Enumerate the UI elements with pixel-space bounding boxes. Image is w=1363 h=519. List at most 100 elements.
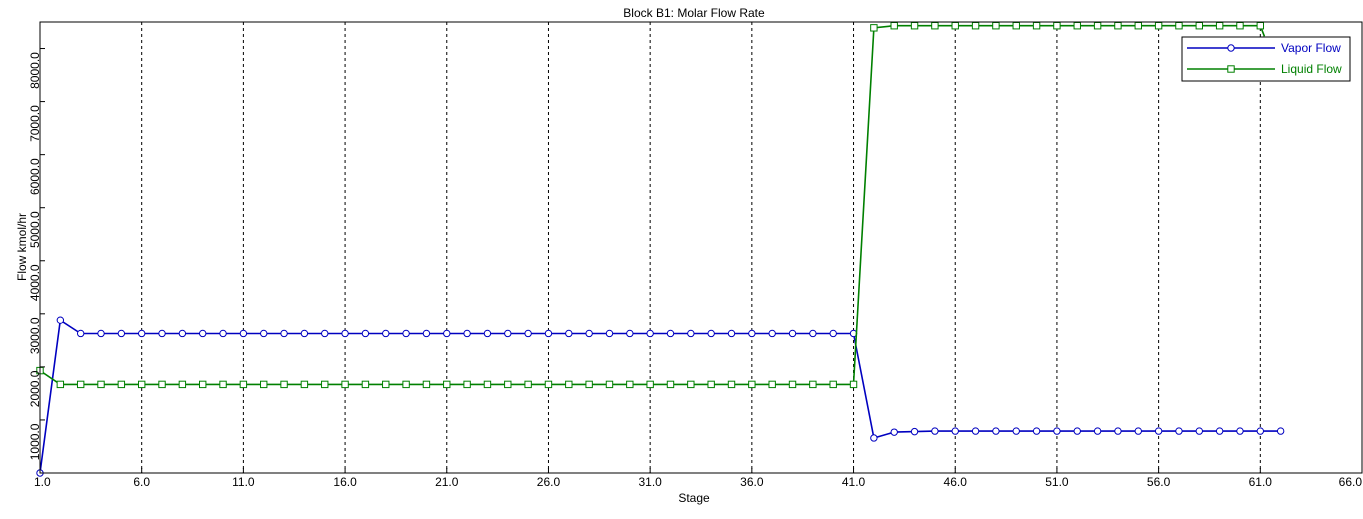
- liquid-flow-point: [158, 380, 166, 389]
- x-tick-label: 41.0: [842, 475, 866, 489]
- x-tick-label: 6.0: [133, 475, 150, 489]
- liquid-flow-point: [422, 380, 431, 389]
- vapor-flow-point: [890, 428, 898, 436]
- liquid-flow-point: [341, 380, 349, 389]
- vapor-flow-point: [544, 329, 553, 338]
- legend-swatch-marker: [1227, 44, 1235, 52]
- vapor-flow-point: [707, 329, 715, 338]
- liquid-flow-point: [565, 380, 573, 389]
- liquid-flow-point: [321, 380, 329, 389]
- vapor-flow-point: [1114, 427, 1122, 435]
- liquid-flow-point: [1236, 22, 1244, 30]
- vapor-flow-line: [39, 318, 1281, 474]
- liquid-flow-point: [382, 380, 390, 389]
- vapor-flow-point: [1093, 427, 1102, 435]
- liquid-flow-point: [605, 380, 614, 389]
- vapor-flow-point: [1256, 427, 1265, 435]
- x-tick-label: 31.0: [638, 475, 662, 489]
- liquid-flow-point: [971, 22, 980, 30]
- vapor-flow-point: [992, 427, 1000, 435]
- vapor-flow-point: [565, 329, 573, 338]
- x-tick-label: 16.0: [333, 475, 357, 489]
- liquid-flow-point: [361, 380, 370, 389]
- liquid-flow-point: [727, 380, 736, 389]
- legend-label-liquid-flow: Liquid Flow: [1281, 62, 1342, 76]
- y-axis-label: Flow kmol/hr: [15, 213, 29, 281]
- vapor-flow-point: [260, 329, 268, 338]
- legend-label-vapor-flow: Vapor Flow: [1281, 41, 1341, 55]
- vapor-flow-point: [402, 329, 410, 338]
- liquid-flow-point: [1134, 22, 1142, 30]
- liquid-flow-point: [97, 380, 105, 389]
- liquid-flow-point: [849, 380, 858, 389]
- liquid-flow-point: [544, 380, 553, 389]
- liquid-flow-point: [178, 380, 187, 389]
- liquid-flow-point: [463, 380, 471, 389]
- liquid-flow-point: [931, 22, 939, 30]
- y-tick-label: 7000.0: [28, 105, 42, 142]
- x-tick-label: 56.0: [1147, 475, 1171, 489]
- vapor-flow-point: [666, 329, 675, 338]
- liquid-flow-point: [1195, 22, 1203, 30]
- vapor-flow-point: [361, 329, 370, 338]
- vapor-flow-point: [626, 329, 634, 338]
- liquid-flow-point: [585, 380, 593, 389]
- liquid-flow-point: [239, 380, 248, 389]
- vapor-flow-point: [788, 329, 797, 338]
- liquid-flow-point: [260, 380, 268, 389]
- liquid-flow-point: [646, 380, 654, 389]
- legend: Vapor Flow Liquid Flow: [1181, 36, 1351, 82]
- x-axis-ticks: 1.0 6.0 11.0 16.0 21.0 26.0 31.0 36.0 41.0 46.0 51…: [34, 468, 1363, 489]
- vapor-flow-point: [504, 329, 512, 338]
- y-tick-label: 8000.0: [28, 52, 42, 89]
- liquid-flow-point: [56, 380, 65, 389]
- vapor-flow-point: [56, 316, 65, 324]
- liquid-flow-point: [1175, 22, 1183, 30]
- y-tick-label: 2000.0: [28, 370, 42, 407]
- liquid-flow-point: [483, 380, 492, 389]
- liquid-flow-point: [626, 380, 634, 389]
- liquid-flow-point: [992, 22, 1000, 30]
- x-axis-label: Stage: [678, 491, 710, 505]
- vapor-flow-point: [809, 329, 817, 338]
- vapor-flow-point: [1175, 427, 1183, 435]
- y-tick-label: 6000.0: [28, 158, 42, 195]
- x-tick-label: 11.0: [232, 475, 255, 489]
- x-tick-label: 51.0: [1045, 475, 1069, 489]
- vapor-flow-point: [178, 329, 187, 338]
- vapor-flow-point: [951, 427, 959, 435]
- vapor-flow-point: [605, 329, 614, 338]
- vapor-flow-point: [768, 329, 776, 338]
- vapor-flow-point: [117, 329, 126, 338]
- vapor-flow-point: [585, 329, 593, 338]
- y-tick-label: 1000.0: [28, 423, 42, 460]
- vapor-flow-point: [1032, 427, 1041, 435]
- vapor-flow-point: [300, 329, 309, 338]
- vapor-flow-point: [97, 329, 105, 338]
- liquid-flow-point: [1154, 22, 1163, 30]
- vapor-flow-point: [137, 329, 146, 338]
- liquid-flow-point: [76, 380, 85, 389]
- y-tick-label: 5000.0: [28, 211, 42, 248]
- legend-swatch-marker: [1227, 65, 1235, 73]
- liquid-flow-point: [443, 380, 451, 389]
- liquid-flow-point: [748, 380, 756, 389]
- vapor-flow-point: [931, 427, 939, 435]
- liquid-flow-point: [1073, 22, 1081, 30]
- liquid-flow-point: [809, 380, 817, 389]
- liquid-flow-point: [687, 380, 695, 389]
- liquid-flow-point: [1032, 22, 1041, 30]
- vapor-flow-point: [422, 329, 431, 338]
- x-tick-label: 61.0: [1249, 475, 1273, 489]
- liquid-flow-point: [117, 380, 126, 389]
- vapor-flow-point: [1276, 427, 1285, 435]
- liquid-flow-point: [524, 380, 532, 389]
- vapor-flow-point: [199, 329, 207, 338]
- liquid-flow-point: [504, 380, 512, 389]
- vapor-flow-point: [280, 329, 288, 338]
- y-tick-label: 4000.0: [28, 264, 42, 301]
- vapor-flow-point: [971, 427, 980, 435]
- vapor-flow-point: [1154, 427, 1163, 435]
